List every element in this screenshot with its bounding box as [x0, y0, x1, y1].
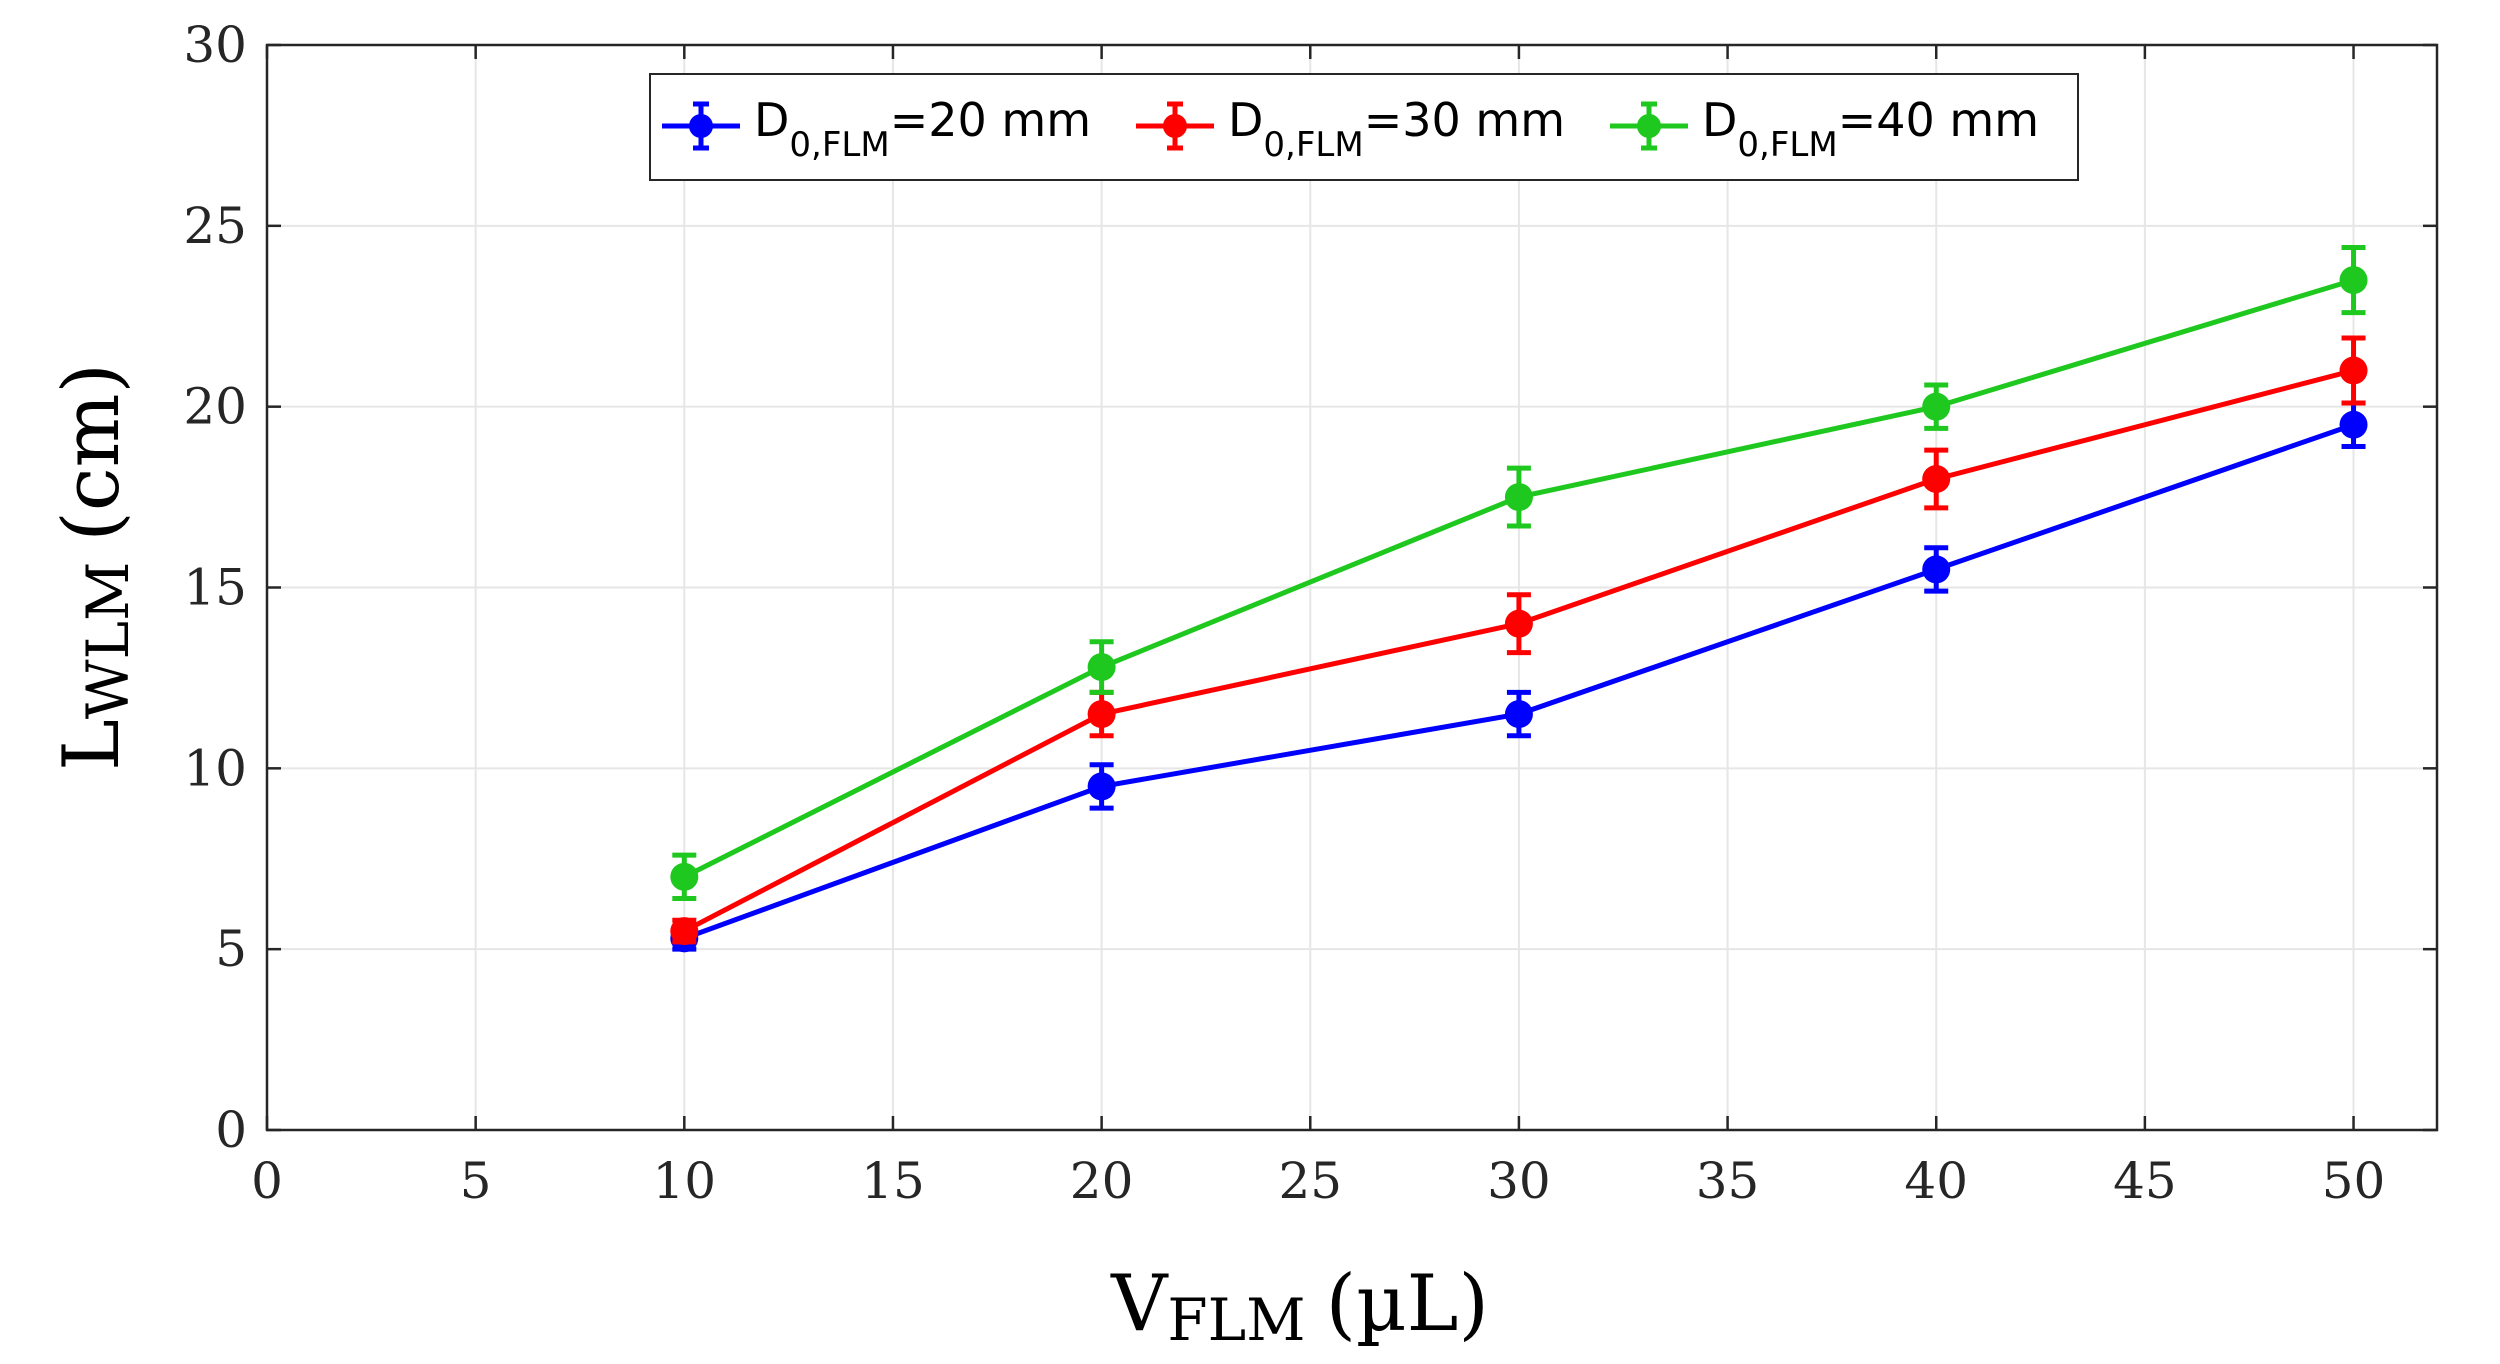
data-point [1922, 465, 1951, 493]
x-tick-label: 5 [460, 1152, 492, 1210]
y-tick-label: 20 [183, 378, 247, 436]
y-tick-label: 0 [215, 1101, 247, 1159]
grid [266, 44, 2437, 1131]
y-tick-label: 5 [215, 920, 247, 978]
x-axis-title: VFLM (µL) [1110, 1259, 1489, 1354]
series-3 [670, 245, 2368, 902]
legend-item-3: D0,FLM=40 mm [1610, 93, 2039, 165]
legend-item-1: D0,FLM=20 mm [662, 93, 1091, 165]
data-point [1504, 700, 1533, 729]
data-point [2339, 266, 2368, 295]
y-axis-title: LWLM (cm) [47, 363, 142, 771]
legend-box [649, 73, 2079, 181]
axis-ticks: 0 5 10 15 20 25 30 35 40 45 50 0 5 10 15 20 25 30 [183, 16, 2437, 1210]
x-tick-label: 20 [1070, 1152, 1134, 1210]
data-point [2339, 410, 2368, 439]
series-group [670, 245, 2368, 953]
data-point [2339, 356, 2368, 385]
x-axis-title-main: V [1110, 1259, 1169, 1349]
x-tick-label: 15 [861, 1152, 925, 1210]
legend-items: D0,FLM=20 mm D0,FLM=30 mm D0,FLM=40 mm [662, 93, 2039, 165]
x-tick-label: 45 [2113, 1152, 2177, 1210]
y-axis-title-main: L [47, 719, 137, 771]
legend-label: D0,FLM=30 mm [1228, 93, 1565, 165]
x-tick-label: 30 [1487, 1152, 1551, 1210]
x-axis-title-sub: FLM [1167, 1286, 1305, 1354]
data-point [1922, 392, 1951, 421]
y-tick-label: 25 [183, 197, 247, 255]
x-axis-title-unit: (µL) [1326, 1259, 1489, 1349]
y-axis-title-unit: (cm) [47, 363, 137, 542]
y-tick-label: 30 [183, 16, 247, 74]
data-point [1504, 609, 1533, 638]
legend-marker [1163, 114, 1187, 138]
y-tick-label: 10 [183, 739, 247, 797]
x-tick-label: 35 [1696, 1152, 1760, 1210]
data-point [1087, 653, 1116, 682]
data-point [1922, 555, 1951, 584]
x-tick-label: 50 [2322, 1152, 2386, 1210]
series-1 [670, 400, 2368, 953]
x-tick-label: 10 [652, 1152, 716, 1210]
y-tick-label: 15 [183, 559, 247, 617]
legend-marker [1637, 114, 1661, 138]
legend-label: D0,FLM=20 mm [754, 93, 1091, 165]
legend-label: D0,FLM=40 mm [1702, 93, 2039, 165]
data-point [670, 862, 699, 891]
data-point [670, 917, 699, 946]
data-point [1504, 483, 1533, 512]
legend: D0,FLM=20 mm D0,FLM=30 mm D0,FLM=40 mm [649, 73, 2079, 181]
x-tick-label: 40 [1904, 1152, 1968, 1210]
x-tick-label: 25 [1278, 1152, 1342, 1210]
legend-marker [689, 114, 713, 138]
x-tick-label: 0 [251, 1152, 283, 1210]
data-point [1087, 772, 1116, 801]
y-axis-title-sub: WLM [74, 562, 142, 720]
data-point [1087, 700, 1116, 729]
legend-item-2: D0,FLM=30 mm [1136, 93, 1565, 165]
